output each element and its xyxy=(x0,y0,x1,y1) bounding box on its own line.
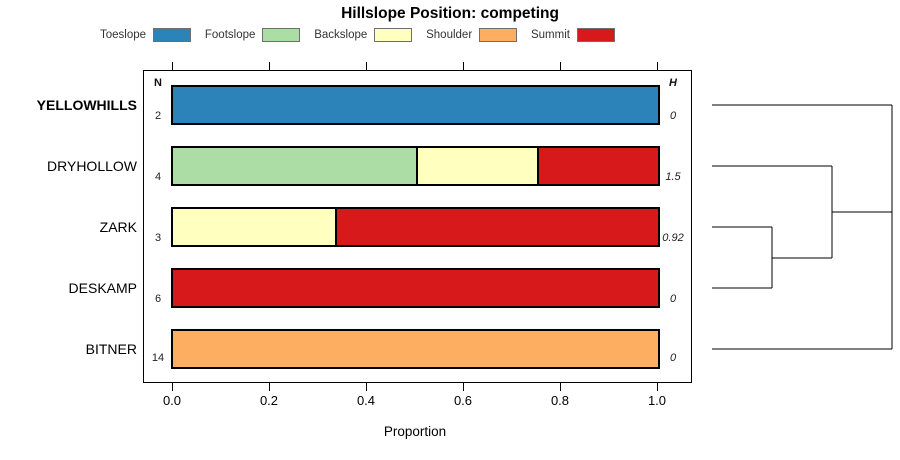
n-value: 4 xyxy=(154,171,162,183)
bar-segment-backslope xyxy=(415,148,537,184)
legend-item-summit: Summit xyxy=(531,27,615,43)
legend-label: Summit xyxy=(530,29,570,41)
row-label-zark: ZARK xyxy=(99,219,137,235)
axis-tick-label: 0.0 xyxy=(162,393,182,408)
axis-tick xyxy=(366,62,367,70)
n-value: 3 xyxy=(154,232,162,244)
h-value: 0 xyxy=(669,352,677,364)
bar-segment-summit xyxy=(334,209,658,245)
row-label-dryhollow: DRYHOLLOW xyxy=(47,158,137,174)
legend-item-toeslope: Toeslope xyxy=(100,27,192,43)
h-value: 0 xyxy=(669,293,677,305)
bar-segment-shoulder xyxy=(173,331,658,367)
n-value: 2 xyxy=(154,110,162,122)
legend-label: Backslope xyxy=(314,29,368,41)
legend-swatch-toeslope xyxy=(153,28,192,42)
h-value: 0 xyxy=(669,110,677,122)
row-label-yellowhills: YELLOWHILLS xyxy=(36,97,137,113)
h-column-header: H xyxy=(669,77,677,89)
legend-swatch-shoulder xyxy=(479,28,518,42)
legend-item-footslope: Footslope xyxy=(205,27,301,43)
axis-tick xyxy=(463,62,464,70)
legend-label: Toeslope xyxy=(100,29,147,41)
axis-tick xyxy=(172,383,173,391)
bar-segment-backslope xyxy=(173,209,335,245)
axis-tick xyxy=(269,62,270,70)
axis-tick xyxy=(560,383,561,391)
row-label-deskamp: DESKAMP xyxy=(68,280,137,296)
stacked-bar xyxy=(171,329,660,369)
legend: Toeslope Footslope Backslope Shoulder Su… xyxy=(100,27,615,43)
bar-segment-footslope xyxy=(173,148,416,184)
legend-item-backslope: Backslope xyxy=(314,27,413,43)
legend-item-shoulder: Shoulder xyxy=(426,27,518,43)
legend-swatch-footslope xyxy=(262,28,301,42)
stacked-bar xyxy=(171,146,660,186)
bar-segment-toeslope xyxy=(173,87,658,123)
stacked-bar xyxy=(171,268,660,308)
x-axis-label: Proportion xyxy=(383,424,447,439)
axis-tick xyxy=(269,383,270,391)
row-label-bitner: BITNER xyxy=(85,341,137,357)
chart-title: Hillslope Position: competing xyxy=(341,5,559,22)
axis-tick xyxy=(657,383,658,391)
legend-label: Footslope xyxy=(204,29,256,41)
h-value: 0.92 xyxy=(662,232,684,244)
bar-segment-summit xyxy=(536,148,658,184)
axis-tick xyxy=(560,62,561,70)
legend-label: Shoulder xyxy=(426,29,473,41)
n-value: 6 xyxy=(154,293,162,305)
axis-tick-label: 0.2 xyxy=(259,393,279,408)
stacked-bar xyxy=(171,207,660,247)
axis-tick xyxy=(172,62,173,70)
stacked-bar xyxy=(171,85,660,125)
h-value: 1.5 xyxy=(665,171,681,183)
axis-tick-label: 0.4 xyxy=(356,393,376,408)
axis-tick xyxy=(463,383,464,391)
axis-tick-label: 0.8 xyxy=(550,393,570,408)
n-column-header: N xyxy=(154,77,162,89)
legend-swatch-backslope xyxy=(374,28,413,42)
axis-tick xyxy=(657,62,658,70)
axis-tick xyxy=(366,383,367,391)
axis-tick-label: 0.6 xyxy=(453,393,473,408)
legend-swatch-summit xyxy=(576,28,615,42)
n-value: 14 xyxy=(151,352,165,364)
axis-tick-label: 1.0 xyxy=(647,393,667,408)
bar-segment-summit xyxy=(173,270,658,306)
